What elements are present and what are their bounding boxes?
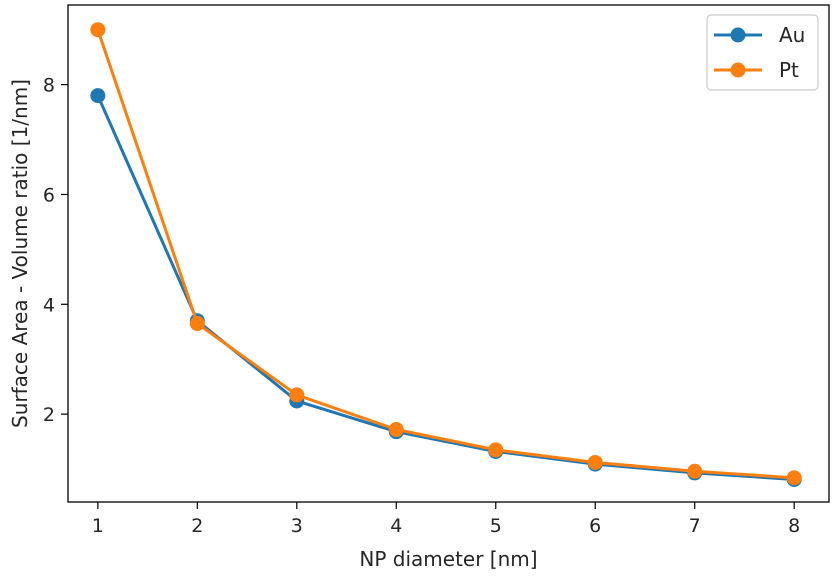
- x-axis-label: NP diameter [nm]: [359, 547, 537, 571]
- y-tick-label: 6: [43, 184, 55, 206]
- x-tick-label: 5: [490, 515, 502, 537]
- x-tick-label: 1: [92, 515, 104, 537]
- y-tick-label: 2: [43, 404, 55, 426]
- series-pt-line: [96, 29, 795, 480]
- legend-pt-label: Pt: [779, 58, 799, 82]
- series-pt-point: [687, 463, 703, 479]
- x-tick-label: 6: [589, 515, 601, 537]
- series-au: [90, 88, 802, 487]
- y-tick-label: 8: [43, 75, 55, 97]
- ticks-layer: 1 2 3 4 5 6 7 8 2 4 6 8: [43, 75, 800, 537]
- legend-pt-marker: [730, 62, 746, 78]
- series-pt-point: [90, 22, 106, 38]
- series-pt-point: [189, 316, 205, 332]
- series-pt: [90, 22, 802, 486]
- series-pt-point: [488, 442, 504, 458]
- x-tick-label: 8: [788, 515, 800, 537]
- series-pt-point: [289, 387, 305, 403]
- y-axis-label: Surface Area - Volume ratio [1/nm]: [8, 79, 32, 428]
- legend-au-marker: [730, 27, 746, 43]
- y-tick-label: 4: [43, 294, 55, 316]
- series-pt-point: [786, 470, 802, 486]
- series-au-point: [90, 88, 106, 104]
- x-tick-label: 3: [291, 515, 303, 537]
- series-pt-point: [587, 454, 603, 470]
- legend: Au Pt: [706, 14, 819, 91]
- series-pt-point: [388, 422, 404, 438]
- plot-frame: [67, 4, 830, 503]
- series-au-line: [96, 95, 795, 481]
- x-tick-label: 2: [191, 515, 203, 537]
- series-layer: [90, 22, 802, 487]
- x-tick-label: 7: [689, 515, 701, 537]
- x-tick-label: 4: [390, 515, 402, 537]
- legend-au-label: Au: [779, 23, 805, 47]
